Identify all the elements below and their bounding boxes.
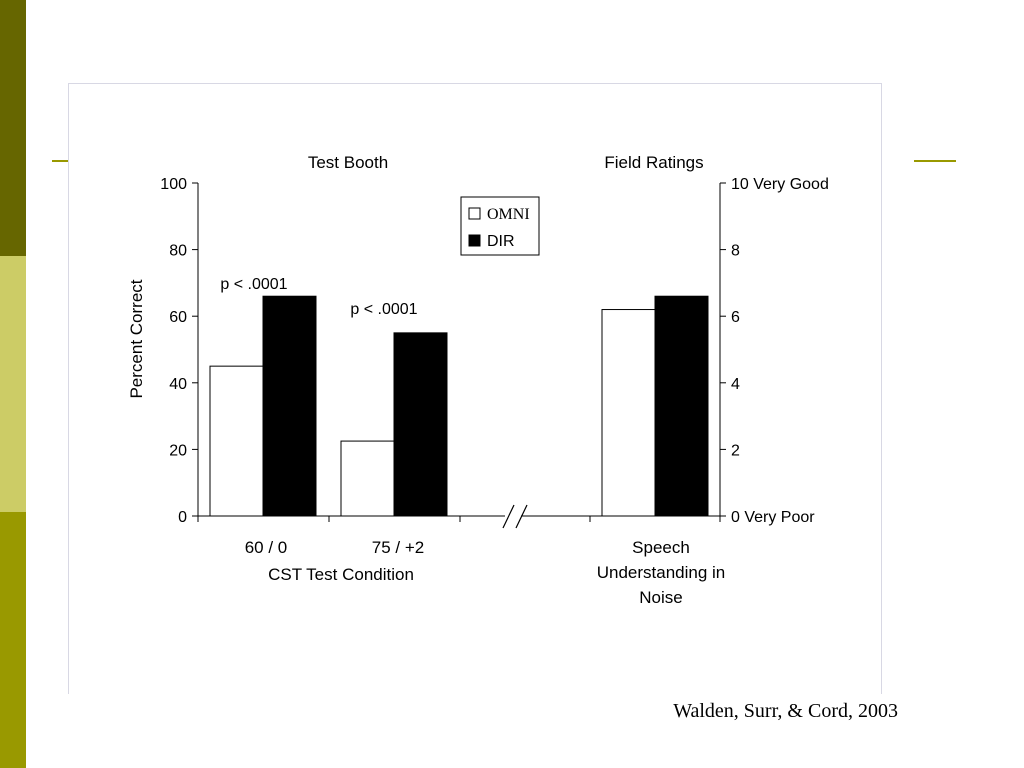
- y-axis-title: Percent Correct: [127, 279, 146, 398]
- legend-label-dir: DIR: [487, 233, 515, 250]
- significance-annotation: p < .0001: [350, 301, 417, 318]
- legend-label-omni: OMNI: [487, 206, 530, 223]
- citation: Walden, Surr, & Cord, 2003: [673, 700, 898, 722]
- bar-dir: [393, 332, 448, 517]
- right-y-tick-label: 0 Very Poor: [731, 509, 815, 526]
- accent-stripe-middle: [0, 256, 26, 512]
- significance-annotation: p < .0001: [220, 276, 287, 293]
- right-y-tick-label: 8: [731, 243, 740, 260]
- x-category-label: Noise: [639, 588, 682, 607]
- right-y-tick-label: 6: [731, 309, 740, 326]
- right-y-tick-label: 2: [731, 442, 740, 459]
- bar-omni: [209, 365, 264, 517]
- left-y-tick-label: 80: [169, 243, 187, 260]
- right-y-tick-label: 4: [731, 376, 740, 393]
- left-y-tick-label: 40: [169, 376, 187, 393]
- x-axis-title: CST Test Condition: [268, 565, 414, 584]
- axis-break-mark: [515, 504, 528, 529]
- accent-stripe-bottom: [0, 512, 26, 768]
- bar-dir: [262, 295, 317, 517]
- title-rule-right: [914, 160, 956, 162]
- bar-omni: [601, 309, 656, 517]
- x-category-label: Speech: [632, 538, 690, 557]
- axis-break-mark: [502, 504, 515, 529]
- right-y-tick-label: 10 Very Good: [731, 176, 829, 193]
- x-category-label: 75 / +2: [372, 538, 424, 557]
- left-y-tick-label: 20: [169, 442, 187, 459]
- x-category-label: Understanding in: [597, 563, 726, 582]
- bar-omni: [340, 440, 395, 517]
- left-y-tick-label: 100: [160, 176, 187, 193]
- chart-section-title: Test Booth: [308, 153, 388, 172]
- legend-swatch-omni: [468, 207, 481, 220]
- left-y-tick-label: 0: [178, 509, 187, 526]
- chart-section-title: Field Ratings: [604, 153, 703, 172]
- legend-swatch-dir: [468, 234, 481, 247]
- chart-frame: [68, 83, 882, 694]
- left-y-tick-label: 60: [169, 309, 187, 326]
- accent-stripe-top: [0, 0, 26, 256]
- title-rule-left: [52, 160, 70, 162]
- bar-dir: [654, 295, 709, 517]
- x-category-label: 60 / 0: [245, 538, 288, 557]
